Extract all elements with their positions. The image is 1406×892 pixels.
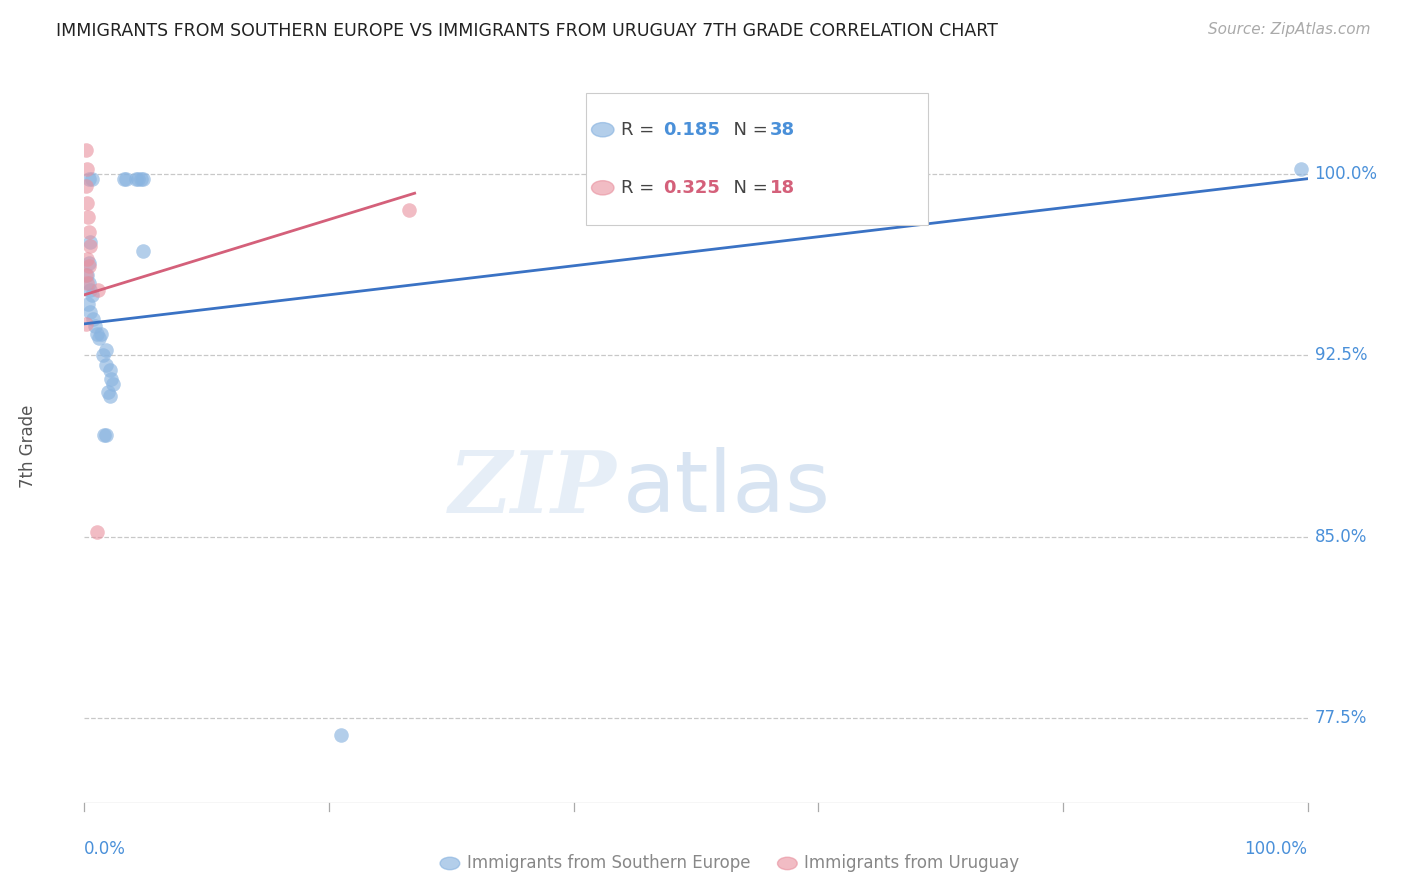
Point <box>77 276 100 290</box>
Text: R =: R = <box>621 120 659 139</box>
Point <box>87 331 110 345</box>
Point <box>79 239 101 253</box>
Text: Source: ZipAtlas.com: Source: ZipAtlas.com <box>1208 22 1371 37</box>
Point <box>1291 161 1313 176</box>
Point <box>82 312 104 326</box>
Point <box>97 384 120 399</box>
Point <box>96 358 118 372</box>
Text: 77.5%: 77.5% <box>1315 709 1367 727</box>
Point <box>77 259 100 273</box>
Point <box>77 225 100 239</box>
Point <box>115 171 138 186</box>
Text: 85.0%: 85.0% <box>1315 528 1367 546</box>
Text: 7th Grade: 7th Grade <box>20 404 37 488</box>
Point <box>398 203 420 218</box>
Point <box>86 326 108 341</box>
Point <box>76 195 98 210</box>
Text: ZIP: ZIP <box>449 447 616 531</box>
Point <box>98 363 121 377</box>
Point <box>80 171 103 186</box>
Point <box>86 524 108 539</box>
Point <box>83 319 105 334</box>
Point <box>87 283 110 297</box>
Point <box>76 252 98 266</box>
Point <box>76 276 98 290</box>
Text: Immigrants from Southern Europe: Immigrants from Southern Europe <box>467 855 751 872</box>
Point <box>76 268 98 283</box>
Point <box>90 326 112 341</box>
Text: 100.0%: 100.0% <box>1244 840 1308 858</box>
Text: 0.0%: 0.0% <box>84 840 127 858</box>
Point <box>77 211 100 225</box>
Point <box>77 171 100 186</box>
Text: 100.0%: 100.0% <box>1315 165 1378 183</box>
Point <box>129 171 152 186</box>
Text: 0.185: 0.185 <box>664 120 720 139</box>
Point <box>132 171 155 186</box>
Text: 38: 38 <box>770 120 796 139</box>
Text: 0.325: 0.325 <box>664 178 720 197</box>
Text: atlas: atlas <box>623 447 831 531</box>
Point <box>75 317 97 331</box>
Point <box>82 288 104 302</box>
Point <box>101 377 124 392</box>
Text: 18: 18 <box>770 178 796 197</box>
Text: N =: N = <box>723 120 773 139</box>
Point <box>91 348 114 362</box>
Text: 92.5%: 92.5% <box>1315 346 1367 364</box>
Point <box>125 171 148 186</box>
Point <box>76 161 98 176</box>
Point <box>96 428 118 442</box>
Point <box>77 297 100 311</box>
Point <box>75 268 97 283</box>
Point <box>127 171 149 186</box>
Point <box>75 143 97 157</box>
Point <box>75 178 97 193</box>
Point <box>112 171 135 186</box>
Text: IMMIGRANTS FROM SOUTHERN EUROPE VS IMMIGRANTS FROM URUGUAY 7TH GRADE CORRELATION: IMMIGRANTS FROM SOUTHERN EUROPE VS IMMIG… <box>56 22 998 40</box>
Point <box>132 244 155 259</box>
Text: R =: R = <box>621 178 659 197</box>
Point <box>77 256 100 270</box>
Point <box>94 343 117 358</box>
Point <box>330 728 353 742</box>
Point <box>98 389 121 403</box>
Point <box>79 304 101 318</box>
Text: N =: N = <box>723 178 773 197</box>
Point <box>100 372 122 386</box>
Point <box>79 283 101 297</box>
Text: Immigrants from Uruguay: Immigrants from Uruguay <box>804 855 1019 872</box>
Point <box>79 235 101 249</box>
Point <box>93 428 115 442</box>
